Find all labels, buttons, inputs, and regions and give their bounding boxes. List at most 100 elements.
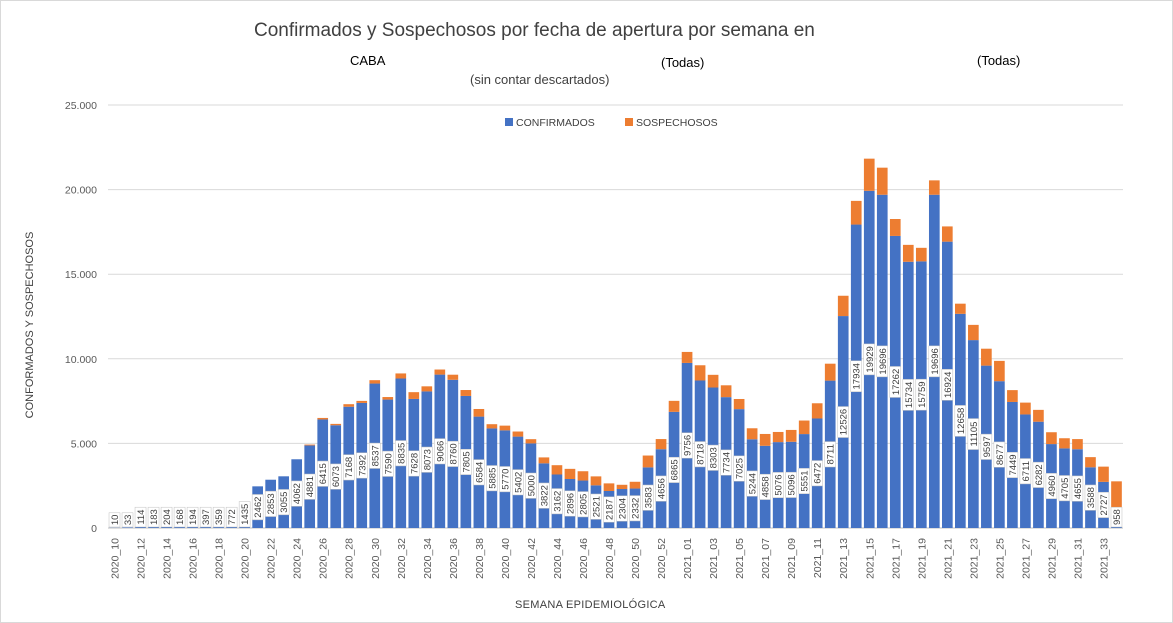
svg-text:204: 204 <box>162 509 173 525</box>
svg-text:7734: 7734 <box>722 452 733 473</box>
data-label: 4062 <box>290 480 303 507</box>
svg-text:6073: 6073 <box>331 466 342 487</box>
x-tick-label: 2020_24 <box>292 538 304 579</box>
svg-text:5551: 5551 <box>800 470 811 491</box>
bar-sospechosos <box>486 424 498 429</box>
bar-sospechosos <box>564 468 576 479</box>
x-tick-label: 2021_01 <box>682 538 694 579</box>
bar-sospechosos <box>317 417 329 420</box>
data-label: 6865 <box>668 456 681 483</box>
data-label: 9066 <box>434 438 446 465</box>
data-label: 4858 <box>759 473 772 500</box>
svg-text:7449: 7449 <box>1008 454 1019 475</box>
bar-sospechosos <box>369 380 381 384</box>
data-label: 5885 <box>486 465 498 492</box>
svg-text:9597: 9597 <box>982 436 993 457</box>
data-label: 7168 <box>342 454 355 481</box>
bar-sospechosos <box>1072 439 1083 450</box>
bar-sospechosos <box>876 167 888 195</box>
data-label: 2304 <box>616 495 629 522</box>
x-tick-label: 2020_20 <box>240 538 252 579</box>
svg-text:114: 114 <box>136 510 147 525</box>
data-label: 6711 <box>1019 458 1032 485</box>
data-label: 6415 <box>316 460 329 487</box>
x-tick-label: 2021_25 <box>994 538 1006 579</box>
x-tick-label: 2021_13 <box>838 538 850 579</box>
svg-text:12526: 12526 <box>839 409 850 435</box>
svg-text:9066: 9066 <box>435 441 446 462</box>
svg-text:5402: 5402 <box>513 472 524 493</box>
x-tick-label: 2020_44 <box>552 538 564 579</box>
bar-sospechosos <box>798 420 810 435</box>
x-tick-label: 2020_32 <box>396 538 408 579</box>
svg-text:7628: 7628 <box>409 453 420 474</box>
x-tick-label: 2020_46 <box>578 538 590 579</box>
svg-text:4705: 4705 <box>1060 478 1071 499</box>
bar-sospechosos <box>772 431 784 443</box>
data-label: 1435 <box>238 501 251 528</box>
x-tick-label: 2021_17 <box>890 538 902 579</box>
data-label: 9756 <box>681 432 694 459</box>
bar-sospechosos <box>304 444 316 446</box>
svg-text:772: 772 <box>227 509 238 525</box>
bar-sospechosos <box>382 397 394 400</box>
filter-region: CABA <box>350 53 386 68</box>
y-tick-label: 5.000 <box>71 438 97 450</box>
svg-text:8073: 8073 <box>422 449 433 470</box>
svg-text:9756: 9756 <box>683 435 694 456</box>
svg-text:8711: 8711 <box>826 444 837 464</box>
svg-text:16924: 16924 <box>943 372 954 398</box>
data-label: 8537 <box>369 442 381 469</box>
data-label: 6282 <box>1032 461 1045 488</box>
svg-text:3162: 3162 <box>552 491 563 512</box>
data-label: 8677 <box>993 441 1006 468</box>
svg-text:183: 183 <box>149 509 160 525</box>
svg-text:19696: 19696 <box>878 348 889 374</box>
svg-text:17934: 17934 <box>852 363 863 389</box>
bar-sospechosos <box>968 324 979 341</box>
bar-sospechosos <box>720 385 732 398</box>
svg-text:4655: 4655 <box>1073 478 1084 499</box>
data-label: 3822 <box>538 482 550 509</box>
svg-text:4858: 4858 <box>761 476 772 497</box>
data-label: 2853 <box>264 490 277 517</box>
data-label: 8303 <box>707 444 720 471</box>
svg-text:958: 958 <box>1112 509 1123 525</box>
data-label: 2805 <box>577 491 589 518</box>
bar-sospechosos <box>915 247 927 262</box>
svg-text:8537: 8537 <box>370 445 381 466</box>
svg-text:4062: 4062 <box>292 483 303 504</box>
data-label: 7734 <box>720 449 733 476</box>
bar-sospechosos <box>616 484 628 490</box>
data-label: 4960 <box>1045 473 1058 499</box>
data-label: 2332 <box>629 495 642 522</box>
data-label: 11105 <box>967 418 980 450</box>
bar-sospechosos <box>1085 457 1096 468</box>
data-label: 2521 <box>590 493 602 520</box>
x-tick-label: 2021_21 <box>942 538 954 579</box>
x-tick-label: 2020_18 <box>214 538 226 579</box>
svg-text:3583: 3583 <box>644 487 655 508</box>
x-tick-label: 2021_07 <box>760 538 772 579</box>
svg-text:19929: 19929 <box>865 346 876 372</box>
x-tick-label: 2020_16 <box>188 538 200 579</box>
bar-sospechosos <box>941 226 953 242</box>
bar-sospechosos <box>746 428 758 440</box>
bar-sospechosos <box>1033 409 1044 422</box>
data-label: 17262 <box>889 366 902 398</box>
svg-text:7168: 7168 <box>344 457 355 478</box>
data-label: 8718 <box>694 441 707 468</box>
data-label: 3055 <box>277 489 290 516</box>
svg-text:1435: 1435 <box>240 504 251 525</box>
data-label: 3583 <box>642 484 655 511</box>
data-label: 8760 <box>447 440 459 467</box>
data-label: 7392 <box>356 452 368 479</box>
bar-sospechosos <box>408 392 420 399</box>
svg-text:2332: 2332 <box>631 498 642 519</box>
bar-sospechosos <box>330 423 342 426</box>
bar-sospechosos <box>955 303 966 314</box>
data-label: 5770 <box>499 466 511 493</box>
svg-text:10: 10 <box>110 515 121 526</box>
data-label: 194 <box>186 506 199 528</box>
data-label: 2896 <box>564 490 576 517</box>
